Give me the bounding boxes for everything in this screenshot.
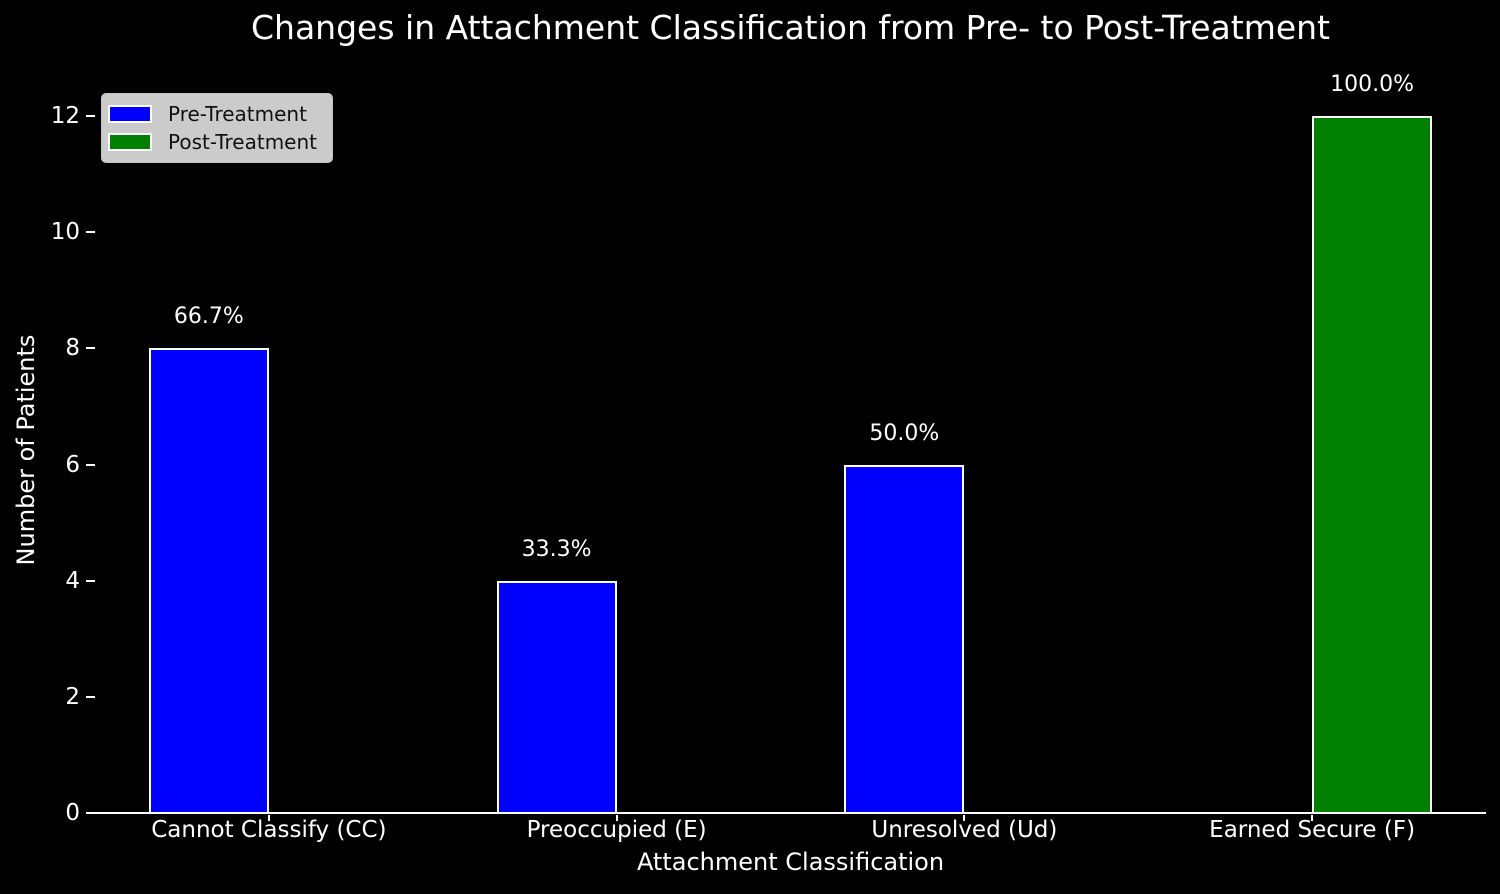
- x-tick-label-earned-secure-f: Earned Secure (F): [1209, 817, 1416, 843]
- y-tick-mark: [86, 463, 95, 466]
- legend-item-pre-treatment: Pre-Treatment: [108, 102, 322, 126]
- bar-value-label: 50.0%: [869, 420, 940, 446]
- bar-value-label: 66.7%: [173, 304, 244, 330]
- legend-swatch-post-treatment: [108, 133, 152, 151]
- y-tick-mark: [86, 347, 95, 350]
- legend: Pre-Treatment Post-Treatment: [101, 93, 333, 163]
- legend-swatch-pre-treatment: [108, 105, 152, 123]
- y-tick-mark: [86, 115, 95, 117]
- bar-value-label: 33.3%: [521, 536, 592, 562]
- y-tick-label: 10: [50, 219, 80, 246]
- x-tick-label-unresolved-ud: Unresolved (Ud): [871, 817, 1058, 843]
- legend-item-post-treatment: Post-Treatment: [108, 130, 322, 154]
- x-tick-mark: [963, 815, 966, 821]
- y-tick-mark: [86, 695, 95, 698]
- x-tick-mark: [615, 815, 618, 821]
- bar-value-label: 100.0%: [1330, 72, 1415, 97]
- legend-label: Pre-Treatment: [168, 102, 307, 126]
- y-tick-mark: [86, 231, 95, 234]
- bar-pre-treatment-unresolved-ud: [844, 464, 965, 814]
- y-tick-label: 0: [65, 800, 80, 826]
- x-axis-label: Attachment Classification: [636, 848, 945, 876]
- x-tick-mark: [267, 815, 270, 821]
- y-tick-label: 4: [65, 567, 80, 594]
- y-tick-mark: [86, 579, 95, 582]
- chart-title: Changes in Attachment Classification fro…: [251, 8, 1330, 47]
- bar-pre-treatment-cannot-classify-cc: [148, 348, 269, 814]
- legend-label: Post-Treatment: [168, 130, 317, 154]
- y-tick-label: 8: [65, 335, 80, 362]
- bar-pre-treatment-preoccupied-e: [496, 580, 617, 814]
- bar-post-treatment-earned-secure-f: [1312, 116, 1433, 814]
- x-tick-label-cannot-classify-cc: Cannot Classify (CC): [151, 817, 387, 843]
- x-axis-line: [95, 812, 1486, 814]
- y-tick-mark: [86, 812, 95, 814]
- y-tick-label: 6: [65, 451, 80, 478]
- x-tick-label-preoccupied-e: Preoccupied (E): [526, 817, 707, 843]
- y-tick-label: 12: [50, 103, 80, 129]
- x-tick-mark: [1311, 815, 1314, 821]
- y-tick-label: 2: [65, 683, 80, 710]
